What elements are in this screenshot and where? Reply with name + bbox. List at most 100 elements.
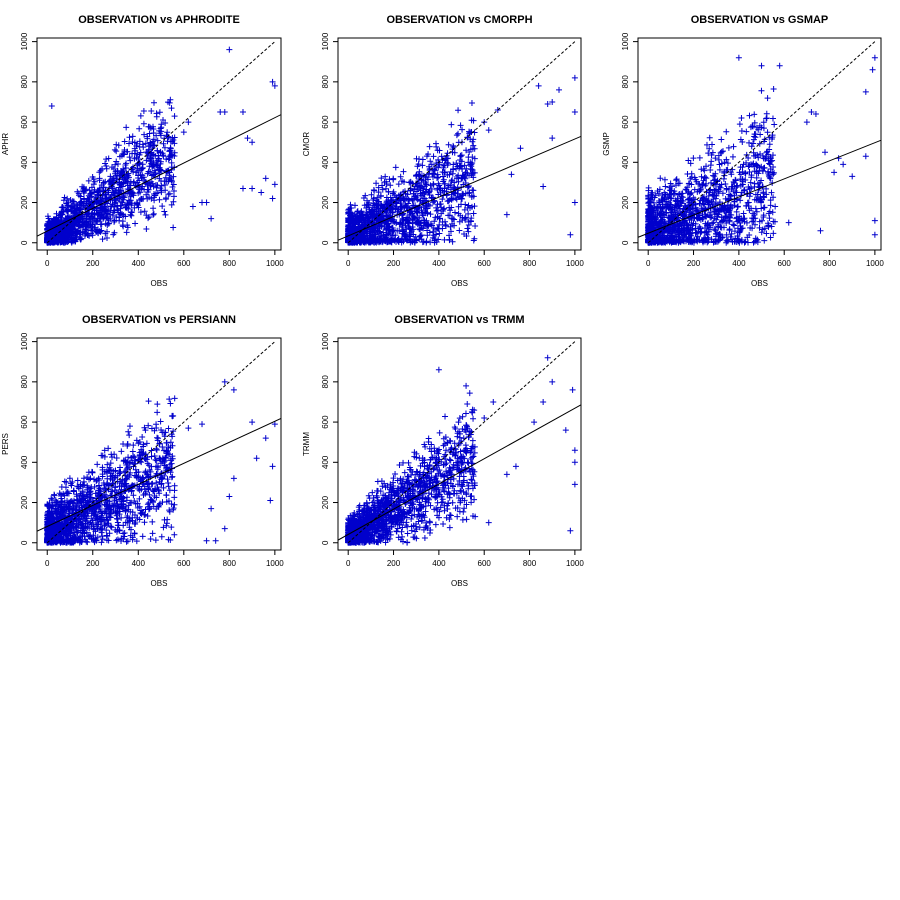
panel-1-point <box>113 148 120 155</box>
panel-3-point <box>725 185 732 192</box>
panel-2-point <box>397 173 404 180</box>
panel-3-point <box>698 166 705 173</box>
panel-2-point <box>433 204 440 211</box>
panel-3-point <box>748 143 755 150</box>
panel-1-point <box>140 195 147 202</box>
panel-3-ytick-label: 1000 <box>621 32 630 50</box>
panel-2-point <box>420 238 427 245</box>
panel-3-point <box>675 203 682 210</box>
panel-3-point <box>764 220 771 227</box>
panel-2-point <box>362 217 369 224</box>
panel-2-point <box>409 197 416 204</box>
panel-3-point <box>748 174 755 181</box>
panel-1-point <box>271 181 278 188</box>
panel-1-point <box>77 236 84 243</box>
panel-2-xtick-label: 400 <box>432 259 446 268</box>
panel-1-point <box>96 185 103 192</box>
panel-3-point <box>648 191 655 198</box>
panel-2-point <box>370 211 377 218</box>
panel-3-point <box>699 197 706 204</box>
panel-1-point <box>167 138 174 145</box>
panel-1-point <box>128 166 135 173</box>
panel-3-point <box>712 233 719 240</box>
panel-2-point <box>468 117 475 124</box>
panel-3-point <box>752 191 759 198</box>
panel-3-point <box>673 233 680 240</box>
panel-3-point <box>759 168 766 175</box>
panel-1-point <box>76 215 83 222</box>
panel-2-point <box>374 194 381 201</box>
panel-4-point <box>149 530 156 537</box>
panel-1-point <box>139 183 146 190</box>
panel-3-point <box>768 135 775 142</box>
panel-3-point <box>740 187 747 194</box>
panel-3-point <box>654 210 661 217</box>
panel-3-point <box>869 66 876 73</box>
panel-2-point <box>453 160 460 167</box>
panel-3-point <box>666 214 673 221</box>
panel-3-point <box>750 160 757 167</box>
panel-2-point <box>441 180 448 187</box>
panel-2-point <box>390 176 397 183</box>
panel-1-point <box>89 217 96 224</box>
panel-1-point <box>134 200 141 207</box>
panel-3-point <box>715 237 722 244</box>
panel-2-point <box>353 213 360 220</box>
panel-1-point <box>145 215 152 222</box>
panel-2-point <box>433 140 439 147</box>
panel-3-point <box>766 174 773 181</box>
panel-1-point <box>60 197 67 204</box>
panel-3-point <box>751 212 758 219</box>
panel-3-point <box>803 119 810 126</box>
panel-1-point <box>135 156 142 163</box>
panel-3-point <box>736 229 743 236</box>
panel-3-point <box>700 177 707 184</box>
panel-1-point <box>106 211 113 218</box>
panel-2-point <box>440 164 447 171</box>
panel-1-point <box>89 173 96 180</box>
panel-3-point <box>711 226 718 233</box>
panel-1-xtick-label: 600 <box>177 259 191 268</box>
panel-1-point <box>126 154 133 161</box>
panel-2-point <box>376 228 383 235</box>
panel-3-point <box>770 86 777 93</box>
panel-2-ylabel: CMOR <box>302 132 311 157</box>
panel-2-point <box>383 210 390 217</box>
panel-3-point <box>758 198 765 205</box>
panel-1-point <box>98 205 105 212</box>
panel-3-xtick-label: 400 <box>732 259 746 268</box>
panel-3-point <box>733 208 740 215</box>
panel-1-point <box>113 213 120 220</box>
panel-3-point <box>711 238 718 245</box>
panel-1-xlabel: OBS <box>151 279 168 288</box>
panel-1-point <box>112 197 119 204</box>
panel-3-point <box>862 153 869 160</box>
panel-2-point <box>400 168 407 175</box>
panel-3-point <box>767 234 774 241</box>
panel-1-point <box>121 174 128 181</box>
panel-3-point <box>674 227 681 234</box>
panel-3-point <box>649 215 656 222</box>
panel-1-point <box>55 237 62 244</box>
panel-3-point <box>723 237 730 244</box>
panel-3-point <box>671 188 678 195</box>
panel-1-point <box>166 190 173 197</box>
panel-3-point <box>735 54 742 61</box>
panel-4-point <box>154 401 161 408</box>
panel-3-point <box>707 179 714 186</box>
panel-3-point <box>718 181 725 188</box>
panel-3-point <box>756 179 763 186</box>
panel-3-xtick-label: 0 <box>646 259 651 268</box>
panel-3-point <box>661 220 668 227</box>
panel-3-point <box>698 173 705 180</box>
panel-1-point <box>145 168 152 175</box>
panel-3-point <box>751 119 758 126</box>
panel-1-xtick-label: 0 <box>45 259 50 268</box>
panel-2-point <box>373 204 380 211</box>
panel-1-point <box>111 191 118 198</box>
panel-3-point <box>812 111 819 118</box>
panel-2-point <box>432 231 439 238</box>
panel-2-point <box>418 182 425 189</box>
panel-2-point <box>442 218 449 225</box>
panel-3-point <box>766 215 773 222</box>
